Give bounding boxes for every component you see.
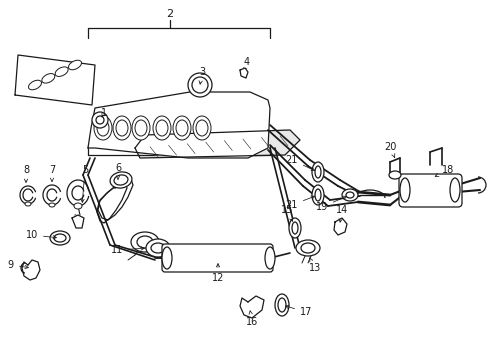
Text: 9: 9 (8, 260, 28, 270)
Text: 12: 12 (211, 264, 224, 283)
Ellipse shape (399, 178, 409, 202)
Ellipse shape (97, 120, 109, 136)
Polygon shape (240, 68, 247, 78)
Ellipse shape (196, 120, 207, 136)
Ellipse shape (42, 73, 55, 83)
FancyBboxPatch shape (162, 244, 272, 272)
Ellipse shape (176, 120, 187, 136)
Polygon shape (72, 215, 84, 228)
Ellipse shape (50, 231, 70, 245)
Text: 16: 16 (245, 311, 258, 327)
Polygon shape (88, 92, 269, 158)
Ellipse shape (28, 80, 41, 90)
Ellipse shape (193, 116, 210, 140)
Ellipse shape (131, 232, 159, 252)
Text: 3: 3 (199, 67, 204, 84)
Ellipse shape (301, 243, 314, 253)
Ellipse shape (173, 116, 191, 140)
Text: 10: 10 (26, 230, 56, 240)
Text: 20: 20 (383, 142, 395, 157)
Ellipse shape (311, 162, 324, 182)
Ellipse shape (116, 120, 128, 136)
Text: 5: 5 (81, 165, 88, 202)
Ellipse shape (94, 116, 112, 140)
Ellipse shape (110, 172, 132, 188)
Ellipse shape (55, 67, 68, 76)
FancyBboxPatch shape (398, 174, 461, 207)
Ellipse shape (274, 294, 288, 316)
Polygon shape (15, 55, 95, 105)
Ellipse shape (341, 189, 357, 201)
Ellipse shape (135, 120, 147, 136)
Ellipse shape (68, 60, 81, 70)
Ellipse shape (162, 247, 172, 269)
Text: 2: 2 (166, 9, 173, 19)
Text: 1: 1 (101, 108, 107, 118)
Text: 8: 8 (23, 165, 29, 183)
Ellipse shape (314, 189, 320, 201)
Ellipse shape (264, 247, 274, 269)
Ellipse shape (153, 116, 171, 140)
Ellipse shape (156, 120, 168, 136)
Ellipse shape (295, 240, 319, 256)
Text: 17: 17 (285, 305, 312, 317)
Ellipse shape (314, 166, 320, 178)
Ellipse shape (187, 73, 212, 97)
Ellipse shape (96, 116, 104, 124)
Ellipse shape (291, 222, 297, 234)
Ellipse shape (278, 298, 285, 312)
Text: 21: 21 (285, 196, 314, 210)
Ellipse shape (151, 243, 164, 253)
Ellipse shape (146, 239, 170, 257)
Text: 14: 14 (335, 205, 347, 222)
Ellipse shape (137, 236, 153, 248)
Ellipse shape (388, 171, 400, 179)
Ellipse shape (114, 175, 128, 185)
Text: 19: 19 (315, 196, 346, 212)
Ellipse shape (192, 77, 207, 93)
Ellipse shape (346, 192, 353, 198)
Ellipse shape (74, 203, 82, 209)
Text: 4: 4 (243, 57, 249, 71)
Ellipse shape (311, 185, 324, 205)
Ellipse shape (54, 234, 66, 242)
Text: 13: 13 (308, 258, 321, 273)
Ellipse shape (92, 112, 108, 128)
Ellipse shape (449, 178, 459, 202)
Polygon shape (135, 130, 299, 158)
Ellipse shape (113, 116, 131, 140)
Text: 18: 18 (434, 165, 453, 176)
Text: 11: 11 (110, 245, 144, 255)
Ellipse shape (49, 203, 55, 207)
Ellipse shape (25, 202, 31, 206)
Text: 15: 15 (280, 205, 293, 221)
Text: 21: 21 (285, 155, 314, 171)
Text: 7: 7 (49, 165, 55, 181)
Text: 6: 6 (115, 163, 121, 179)
Ellipse shape (132, 116, 150, 140)
Ellipse shape (288, 218, 301, 238)
